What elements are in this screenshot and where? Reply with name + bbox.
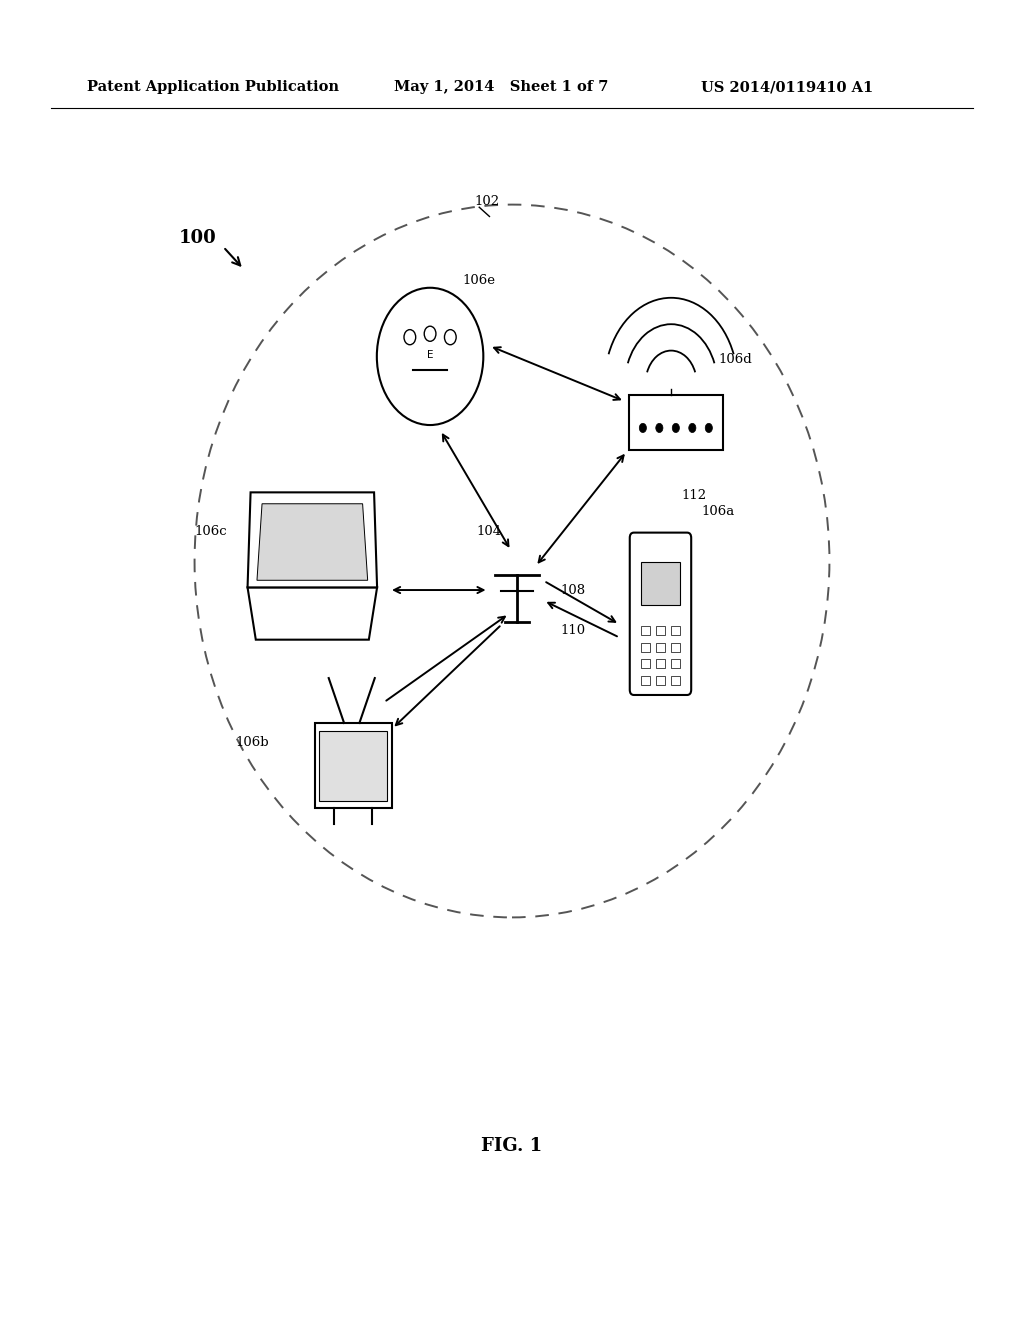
FancyBboxPatch shape: [656, 659, 665, 668]
FancyBboxPatch shape: [641, 676, 650, 685]
Text: 108: 108: [560, 583, 586, 597]
FancyBboxPatch shape: [641, 626, 650, 635]
Text: May 1, 2014   Sheet 1 of 7: May 1, 2014 Sheet 1 of 7: [394, 81, 608, 94]
Text: 104: 104: [476, 524, 502, 537]
Circle shape: [444, 330, 456, 345]
Text: US 2014/0119410 A1: US 2014/0119410 A1: [701, 81, 873, 94]
FancyBboxPatch shape: [319, 731, 387, 801]
FancyBboxPatch shape: [656, 676, 665, 685]
Circle shape: [377, 288, 483, 425]
Text: 106c: 106c: [195, 524, 227, 537]
Polygon shape: [248, 492, 377, 587]
Text: Patent Application Publication: Patent Application Publication: [87, 81, 339, 94]
Polygon shape: [257, 504, 368, 581]
Text: 102: 102: [474, 195, 500, 209]
Text: 110: 110: [560, 623, 586, 636]
FancyBboxPatch shape: [671, 676, 680, 685]
FancyBboxPatch shape: [630, 532, 691, 694]
FancyBboxPatch shape: [656, 626, 665, 635]
Polygon shape: [248, 587, 377, 640]
Text: 106d: 106d: [719, 352, 753, 366]
FancyBboxPatch shape: [315, 723, 391, 808]
FancyBboxPatch shape: [671, 643, 680, 652]
Circle shape: [689, 424, 696, 433]
Circle shape: [673, 424, 679, 433]
Text: FIG. 1: FIG. 1: [481, 1137, 543, 1155]
Text: 106b: 106b: [236, 735, 269, 748]
FancyBboxPatch shape: [656, 643, 665, 652]
Text: 106a: 106a: [701, 504, 734, 517]
FancyBboxPatch shape: [671, 626, 680, 635]
FancyBboxPatch shape: [629, 395, 723, 450]
Text: 106e: 106e: [463, 273, 496, 286]
Text: 112: 112: [681, 488, 707, 502]
Circle shape: [655, 424, 663, 433]
Text: 100: 100: [179, 228, 217, 247]
Text: E: E: [427, 350, 433, 360]
FancyBboxPatch shape: [641, 659, 650, 668]
Circle shape: [404, 330, 416, 345]
Circle shape: [639, 424, 646, 433]
Circle shape: [424, 326, 436, 342]
FancyBboxPatch shape: [671, 659, 680, 668]
Circle shape: [706, 424, 713, 433]
FancyBboxPatch shape: [641, 643, 650, 652]
FancyBboxPatch shape: [641, 562, 680, 605]
